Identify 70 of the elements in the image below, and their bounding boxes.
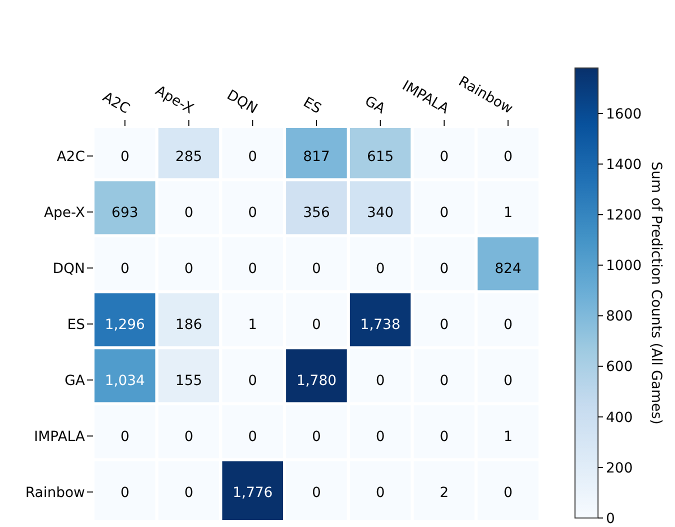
data-label: 0: [376, 484, 385, 501]
y-tick-label: IMPALA: [34, 428, 86, 445]
color-bar-label: 400: [606, 410, 633, 426]
data-label: 285: [175, 148, 202, 165]
data-label: 0: [184, 204, 194, 221]
x-tick-label: GA: [362, 93, 388, 118]
data-label: 186: [175, 316, 202, 333]
data-label: 693: [112, 204, 138, 221]
data-label: 0: [504, 316, 513, 333]
data-label: 1,738: [360, 316, 400, 333]
x-tick-label: A2C: [100, 89, 132, 118]
data-label: 0: [440, 148, 449, 165]
y-tick-label: Ape-X: [44, 204, 86, 221]
color-bar-label: 1400: [606, 156, 642, 173]
data-label: 1,034: [104, 372, 146, 389]
data-label: 0: [312, 316, 321, 333]
data-label: 2: [440, 484, 449, 501]
y-tick-label: ES: [67, 316, 86, 333]
data-label: 0: [120, 484, 130, 501]
data-label: 0: [440, 428, 449, 445]
data-label: 0: [504, 148, 513, 165]
data-label: 0: [376, 372, 385, 389]
data-label: 0: [248, 204, 258, 221]
color-bar-label: 200: [606, 460, 633, 476]
data-label: 0: [312, 428, 321, 445]
data-label: 1,780: [296, 372, 337, 389]
data-label: 615: [366, 148, 394, 165]
data-label: 0: [440, 204, 449, 221]
data-label: 0: [184, 428, 194, 445]
data-label: 0: [504, 484, 513, 501]
data-label: 0: [504, 372, 513, 389]
y-tick-label: DQN: [52, 260, 85, 277]
data-label: 1: [504, 428, 513, 445]
data-label: 0: [440, 372, 449, 389]
data-label: 1: [248, 316, 258, 333]
y-tick-label: Rainbow: [25, 484, 85, 501]
data-label: 0: [440, 316, 449, 333]
data-label: 0: [248, 260, 258, 277]
x-tick-label: DQN: [224, 87, 260, 118]
data-label: 0: [376, 260, 385, 277]
color-bar-title: Sum of Prediction Counts (All Games): [648, 162, 664, 424]
data-label: 0: [120, 428, 130, 445]
x-tick-label: ES: [300, 94, 324, 118]
color-bar-label: 1200: [606, 208, 642, 224]
color-bar-label: 1000: [606, 258, 642, 274]
data-label: 0: [312, 260, 321, 277]
data-label: 340: [366, 204, 394, 221]
color-bar-label: 600: [606, 359, 633, 376]
y-tick-label: GA: [64, 372, 86, 389]
data-label: 0: [184, 260, 194, 277]
data-label: 0: [184, 484, 194, 501]
y-tick-label: A2C: [56, 148, 86, 165]
data-label: 0: [120, 148, 130, 165]
data-label: 824: [494, 260, 522, 277]
data-label: 1,296: [104, 316, 146, 333]
data-label: 0: [248, 148, 258, 165]
data-label: 356: [303, 204, 330, 221]
data-label: 0: [248, 428, 258, 445]
data-label: 0: [248, 372, 258, 389]
data-label: 0: [376, 428, 385, 445]
data-label: 0: [120, 260, 130, 277]
data-label: 1: [504, 204, 513, 221]
data-label: 155: [175, 372, 202, 389]
data-label: 0: [312, 484, 321, 501]
data-label: 0: [440, 260, 449, 277]
data-label: 817: [303, 148, 330, 165]
data-label: 1,776: [232, 484, 273, 501]
color-bar-label: 0: [606, 510, 615, 527]
color-bar-label: 800: [606, 308, 633, 325]
color-bar-label: 1600: [606, 106, 642, 122]
